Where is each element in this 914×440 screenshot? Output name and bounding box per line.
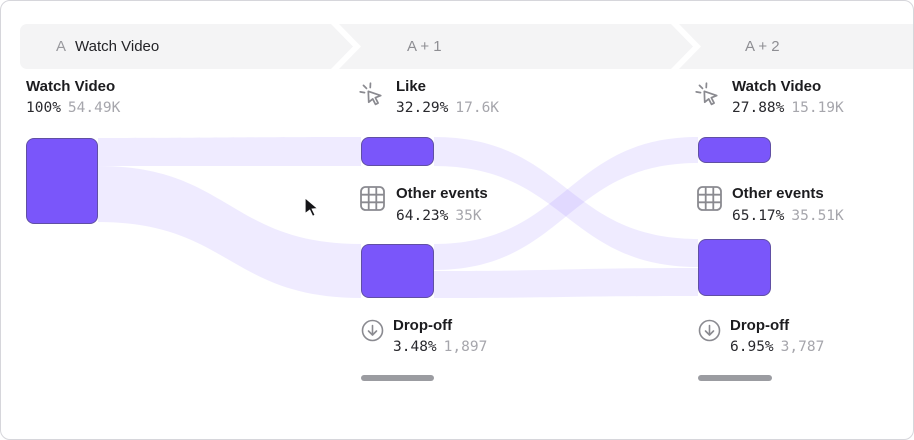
event-title: Drop-off [730,317,790,334]
node-a1-like[interactable] [361,137,434,166]
event-stats: 32.29% 17.6K [396,100,499,116]
event-count: 3,787 [780,339,825,355]
node-a2-watch-video[interactable] [698,137,771,163]
event-count: 1,897 [443,339,488,355]
breadcrumb-step-a2[interactable]: A + 2 [679,24,913,69]
mouse-cursor [304,196,320,223]
node-a1-other-events[interactable] [361,244,434,298]
event-stats: 6.95% 3,787 [730,339,824,355]
step-letter: A [56,38,67,55]
event-percent: 65.17% [732,208,785,224]
event-count: 54.49K [67,100,121,116]
step-label: Watch Video [75,38,160,55]
event-percent: 100% [26,100,61,116]
event-percent: 64.23% [396,208,449,224]
event-title: Like [396,78,427,95]
event-count: 15.19K [791,100,844,116]
flow-watchvideo-to-otherevents[interactable] [98,166,361,298]
flow-otherevents-to-otherevents2[interactable] [434,268,698,298]
event-count: 17.6K [455,100,500,116]
flow-otherevents-to-watchvideo2[interactable] [434,137,698,270]
grid-icon [359,185,386,217]
node-a2-other-events[interactable] [698,239,771,296]
breadcrumb: A Watch Video A + 1 A + 2 [1,24,913,69]
drop-off-icon [360,318,385,348]
event-title: Other events [732,185,824,202]
step-label: A + 1 [407,38,442,55]
event-percent: 27.88% [732,100,785,116]
flow-watchvideo-to-like[interactable] [98,137,361,166]
event-count: 35.51K [791,208,844,224]
node-a1-dropoff-bar[interactable] [361,375,434,381]
event-stats: 27.88% 15.19K [732,100,844,116]
step-label: A + 2 [745,38,780,55]
event-count: 35K [455,208,482,224]
event-title: Watch Video [732,78,822,95]
node-a-watch-video[interactable] [26,138,98,224]
event-percent: 6.95% [730,339,774,355]
event-stats: 64.23% 35K [396,208,482,224]
node-a2-dropoff-bar[interactable] [698,375,772,381]
grid-icon [696,185,723,217]
event-stats: 100% 54.49K [26,100,120,116]
event-title: Drop-off [393,317,453,334]
event-title: Other events [396,185,488,202]
click-icon [357,80,385,113]
event-stats: 3.48% 1,897 [393,339,487,355]
drop-off-icon [697,318,722,348]
event-percent: 3.48% [393,339,437,355]
event-title: Watch Video [26,78,116,95]
click-icon [693,80,721,113]
flow-like-to-otherevents2[interactable] [434,137,698,267]
event-stats: 65.17% 35.51K [732,208,844,224]
event-percent: 32.29% [396,100,449,116]
breadcrumb-step-a[interactable]: A Watch Video [20,24,353,69]
breadcrumb-step-a1[interactable]: A + 1 [339,24,693,69]
